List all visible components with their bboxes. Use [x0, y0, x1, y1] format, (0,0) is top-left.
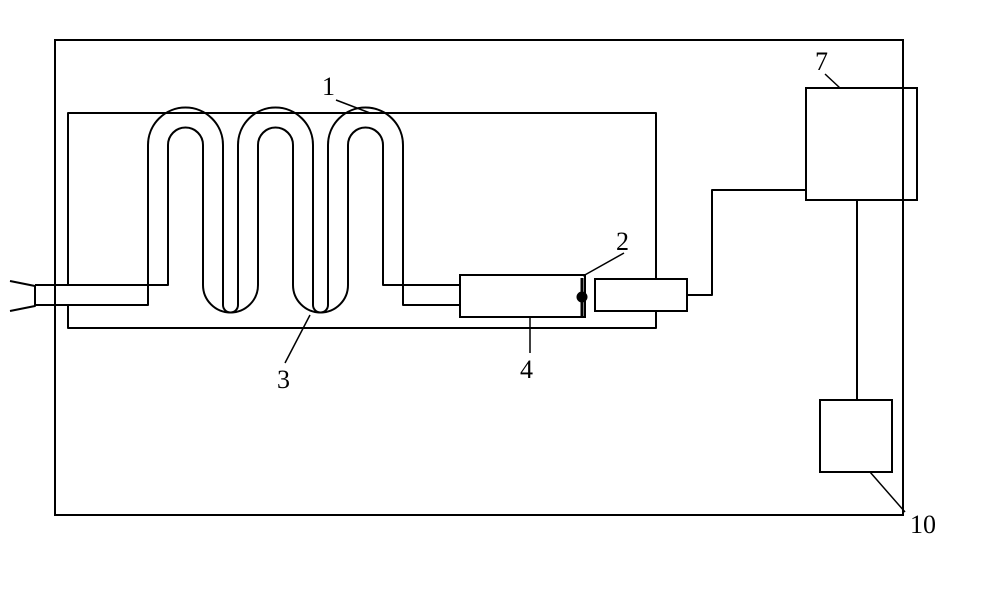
label-3: 3 [277, 365, 290, 394]
label-4: 4 [520, 355, 533, 384]
serpentine-outer-wall [35, 108, 460, 313]
component-7-box [806, 88, 917, 200]
inner-chamber [68, 113, 656, 328]
component-10-box [820, 400, 892, 472]
component-4-rect [460, 275, 585, 317]
exit-rect [595, 279, 687, 311]
leader-2 [583, 253, 624, 276]
schematic-diagram: 1 2 3 4 7 10 [0, 0, 1000, 590]
leader-7 [825, 74, 840, 88]
sensor-dot [577, 292, 587, 302]
label-1: 1 [322, 72, 335, 101]
label-7: 7 [815, 47, 828, 76]
wire-exit-to-7 [687, 190, 806, 295]
serpentine-inner-wall [35, 128, 460, 313]
inlet-funnel [10, 281, 35, 311]
leader-1 [336, 100, 370, 113]
outer-enclosure [55, 40, 903, 515]
label-10: 10 [910, 510, 936, 539]
leader-10 [870, 472, 905, 512]
leader-3 [285, 315, 310, 363]
label-2: 2 [616, 227, 629, 256]
